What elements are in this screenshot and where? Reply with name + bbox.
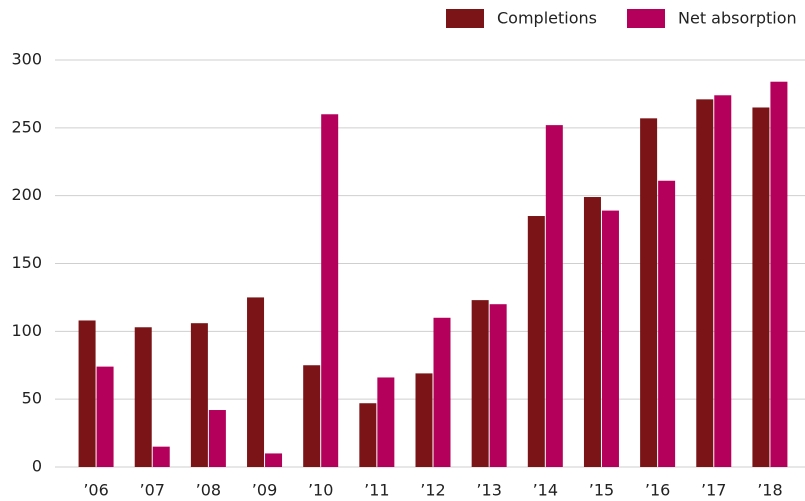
x-tick-label: ’06 [83, 481, 108, 500]
bar [359, 403, 377, 467]
y-tick-label: 250 [11, 117, 42, 136]
bar [321, 114, 339, 468]
legend-label: Net absorption [678, 9, 797, 28]
x-tick-label: ’15 [589, 481, 614, 500]
x-tick-label: ’12 [420, 481, 445, 500]
bar [640, 118, 658, 467]
bar [152, 446, 170, 467]
bar [527, 216, 545, 467]
bar [134, 327, 152, 467]
legend-label: Completions [497, 9, 597, 28]
bar [658, 180, 676, 467]
y-tick-label: 50 [22, 389, 42, 408]
y-tick-label: 200 [11, 185, 42, 204]
bar [247, 297, 265, 467]
x-tick-label: ’16 [645, 481, 670, 500]
bar [471, 300, 489, 467]
bar [377, 377, 395, 467]
bar [601, 210, 619, 467]
x-tick-label: ’14 [533, 481, 558, 500]
bar [303, 365, 321, 467]
x-tick-label: ’13 [476, 481, 501, 500]
legend-swatch [446, 9, 484, 28]
y-tick-label: 300 [11, 50, 42, 69]
x-tick-label: ’08 [196, 481, 221, 500]
x-tick-label: ’17 [701, 481, 726, 500]
bar [714, 95, 732, 468]
bar [696, 99, 714, 468]
bar [752, 107, 770, 467]
y-tick-label: 100 [11, 321, 42, 340]
bar [489, 304, 507, 467]
bar [96, 366, 114, 467]
bar [265, 453, 283, 467]
bar [770, 81, 788, 467]
x-tick-label: ’18 [757, 481, 782, 500]
bar [208, 410, 226, 467]
x-tick-label: ’11 [364, 481, 389, 500]
y-tick-label: 150 [11, 253, 42, 272]
bar [433, 317, 451, 467]
bar [583, 197, 601, 468]
x-tick-label: ’09 [252, 481, 277, 500]
bar [78, 320, 96, 467]
legend-swatch [627, 9, 665, 28]
x-tick-label: ’07 [140, 481, 165, 500]
y-tick-label: 0 [32, 457, 42, 476]
bar [190, 323, 208, 467]
x-tick-label: ’10 [308, 481, 333, 500]
bar [415, 373, 433, 467]
bar [545, 125, 563, 468]
